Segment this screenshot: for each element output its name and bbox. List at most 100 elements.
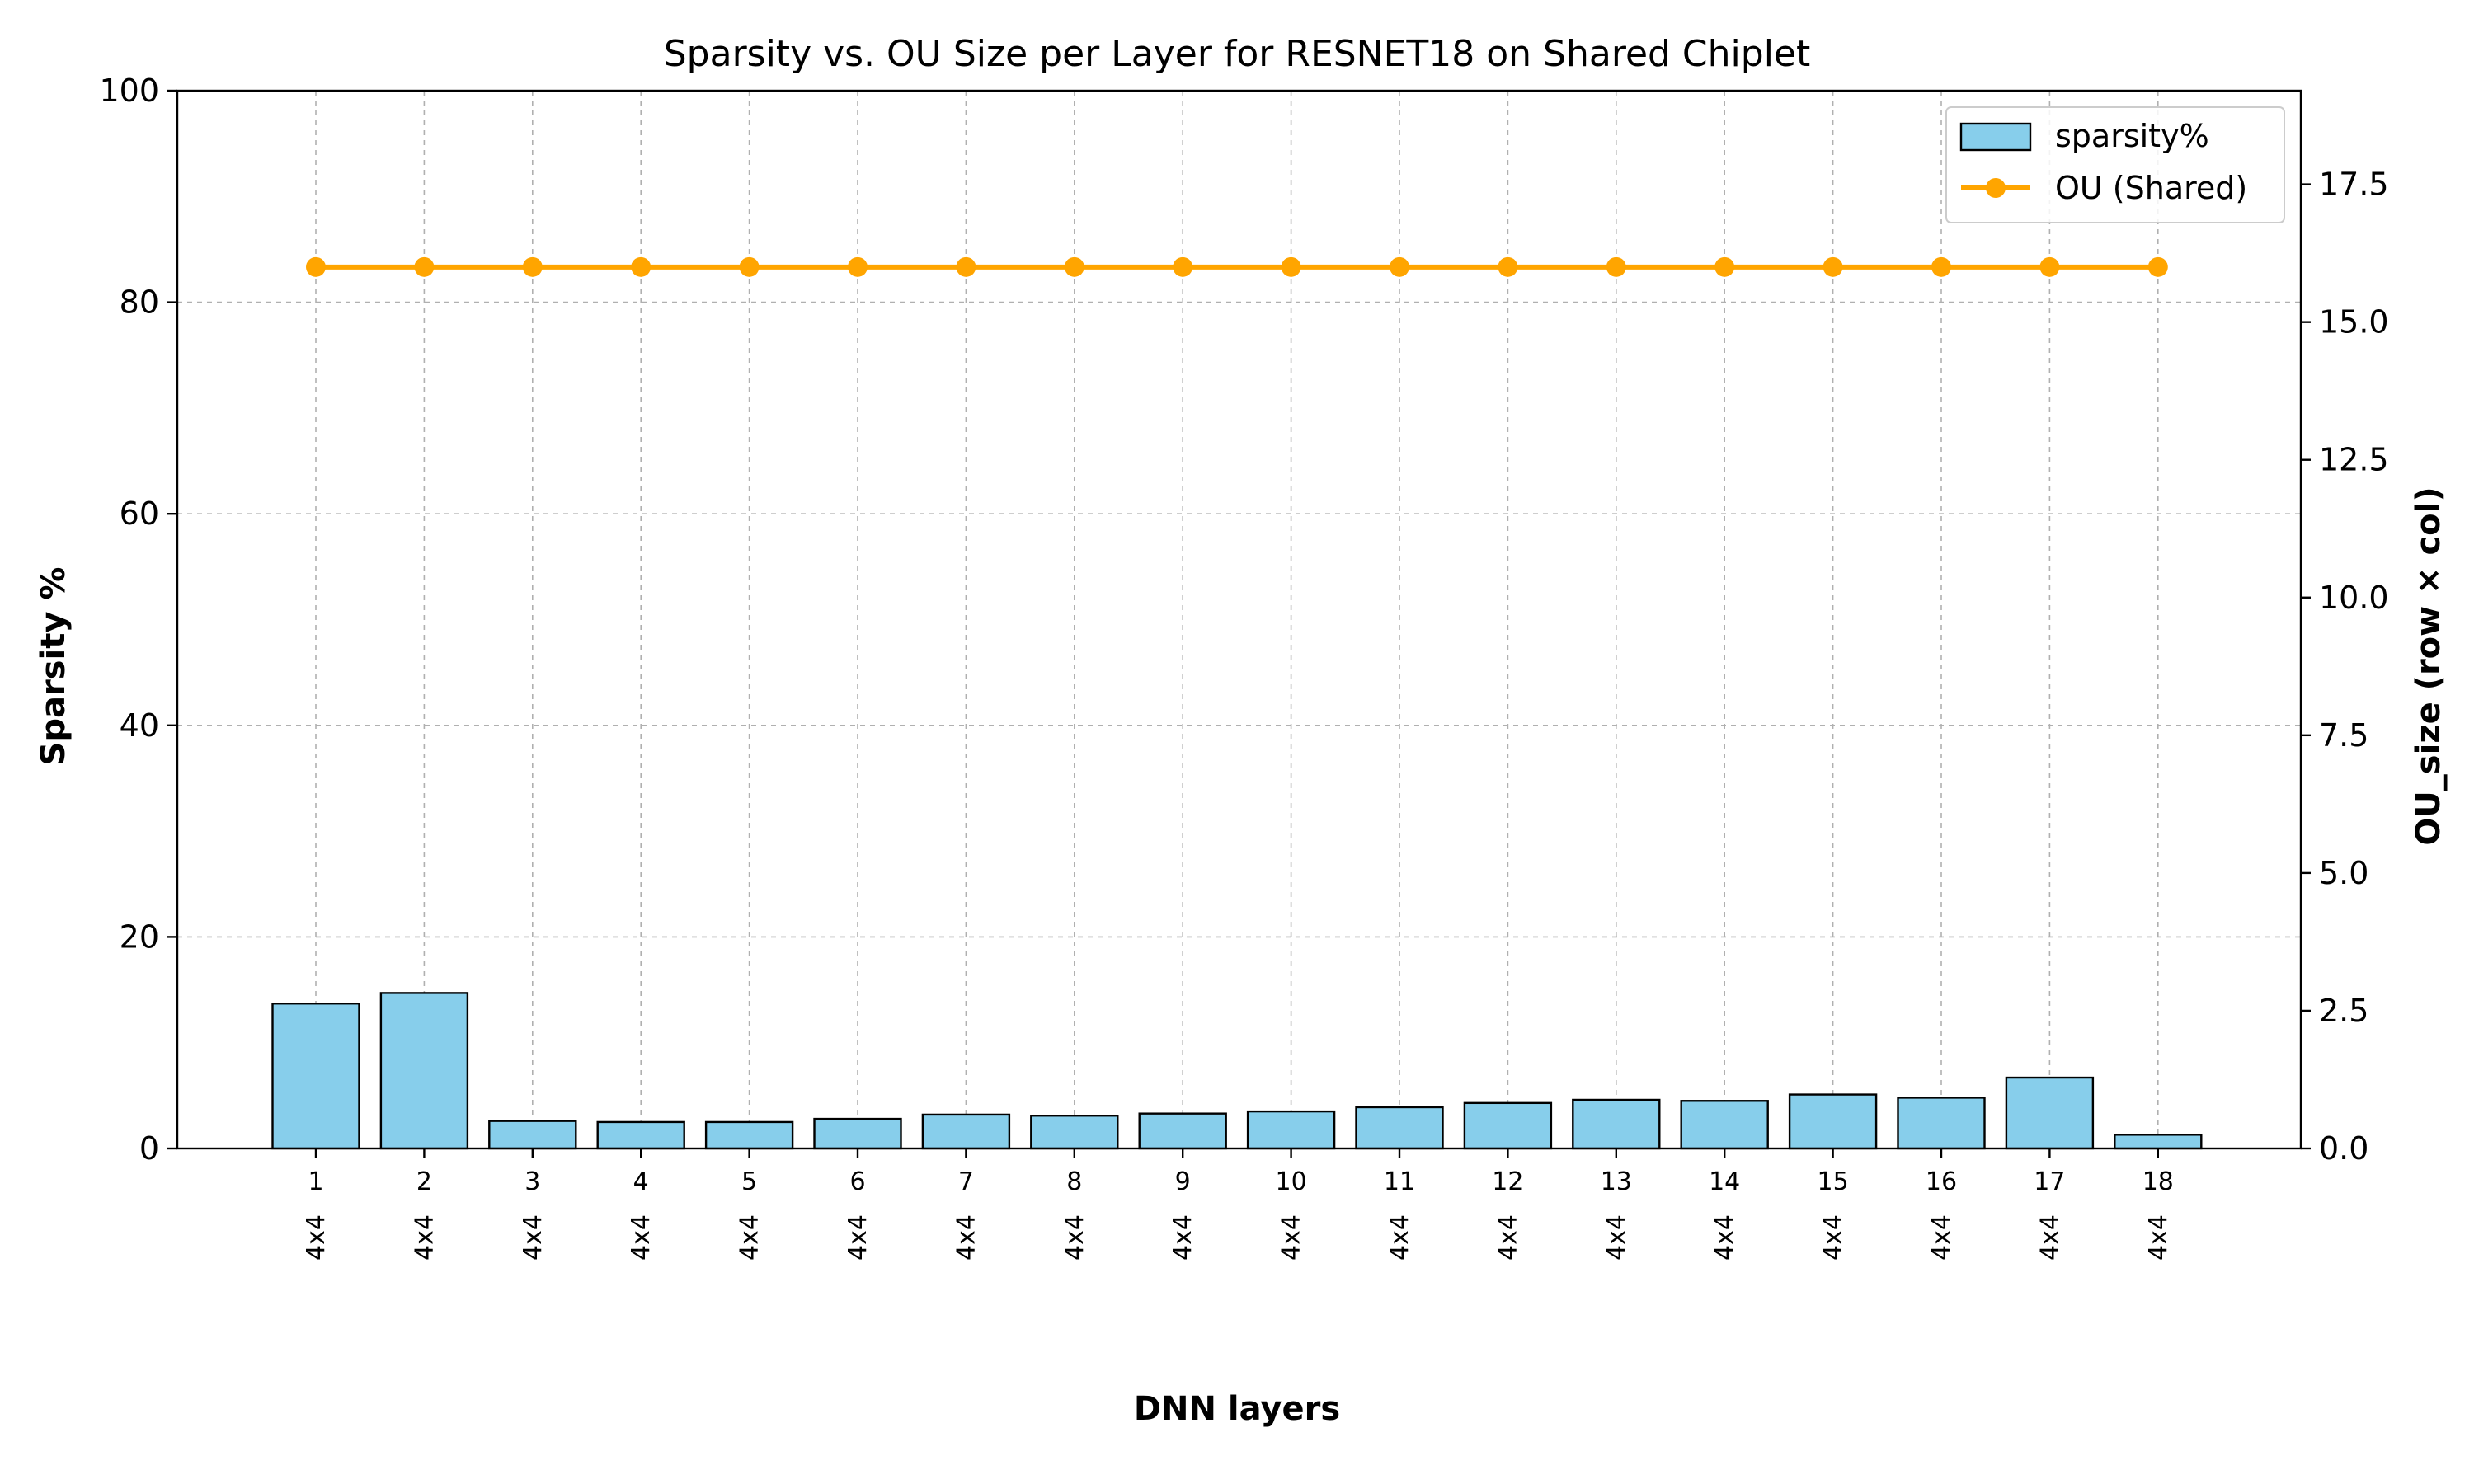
ou-size-label: 4x4 (1602, 1214, 1631, 1261)
x-tick-label: 4 (633, 1167, 649, 1196)
ou-size-label: 4x4 (302, 1214, 331, 1261)
y-tick-label-right: 7.5 (2319, 717, 2368, 754)
ou-size-label: 4x4 (1819, 1214, 1848, 1261)
y-tick-label-left: 0 (139, 1130, 159, 1167)
grid-layer (177, 91, 2301, 1148)
line-point (1390, 256, 1409, 277)
bar (2005, 1076, 2095, 1150)
ou-size-label: 4x4 (2035, 1214, 2064, 1261)
line-point (1173, 256, 1193, 277)
ou-size-label: 4x4 (410, 1214, 439, 1261)
bar (1897, 1097, 1986, 1150)
x-tick-label: 2 (416, 1167, 432, 1196)
legend: sparsity% OU (Shared) (1945, 106, 2285, 223)
y-tick-label-right: 2.5 (2319, 993, 2368, 1029)
ou-size-label: 4x4 (1710, 1214, 1739, 1261)
bar (1355, 1106, 1444, 1150)
y-tick-label-left: 40 (120, 707, 159, 744)
line-point (1064, 256, 1084, 277)
line-point (739, 256, 760, 277)
bar (596, 1120, 685, 1150)
y-tick-label-left: 20 (120, 918, 159, 955)
ou-size-label: 4x4 (952, 1214, 981, 1261)
x-tick-label: 12 (1492, 1167, 1523, 1196)
line-point (2039, 256, 2060, 277)
plot-frame (176, 89, 2302, 1150)
axes-layer (167, 89, 2311, 1158)
ou-size-label: 4x4 (1169, 1214, 1197, 1261)
bar (379, 992, 469, 1150)
y-axis-label-left: Sparsity % (35, 567, 73, 766)
bar (1788, 1093, 1878, 1150)
legend-label-sparsity: sparsity% (2055, 118, 2209, 154)
x-tick-label: 1 (308, 1167, 323, 1196)
line-point (1281, 256, 1301, 277)
x-tick-label: 14 (1709, 1167, 1740, 1196)
line-point (522, 256, 543, 277)
line-point (1823, 256, 1843, 277)
legend-label-ou: OU (Shared) (2055, 170, 2247, 206)
bar (271, 1003, 360, 1150)
bar (1463, 1101, 1553, 1150)
y-tick-label-right: 12.5 (2319, 442, 2389, 478)
legend-swatch-sparsity (1959, 122, 2032, 152)
y-tick-label-right: 0.0 (2319, 1130, 2368, 1167)
y-tick-label-right: 17.5 (2319, 167, 2389, 203)
ou-size-label: 4x4 (1385, 1214, 1414, 1261)
x-tick-label: 8 (1066, 1167, 1082, 1196)
y-tick-label-left: 60 (120, 495, 159, 532)
ou-size-label: 4x4 (1927, 1214, 1956, 1261)
x-tick-label: 6 (849, 1167, 865, 1196)
y-tick-label-left: 100 (99, 73, 159, 109)
x-tick-label: 17 (2034, 1167, 2065, 1196)
y-tick-label-right: 5.0 (2319, 855, 2368, 891)
y-axis-label-right: OU_size (row × col) (2410, 486, 2448, 845)
line-point (848, 256, 868, 277)
line-point (631, 256, 651, 277)
ou-size-label: 4x4 (1277, 1214, 1306, 1261)
line-point (2147, 256, 2168, 277)
bar (1680, 1100, 1769, 1150)
x-tick-label: 15 (1818, 1167, 1849, 1196)
x-tick-label: 13 (1601, 1167, 1632, 1196)
bar (704, 1120, 794, 1150)
ou-size-label: 4x4 (736, 1214, 764, 1261)
x-tick-label: 7 (958, 1167, 974, 1196)
bar (813, 1117, 902, 1150)
y-tick-label-right: 10.0 (2319, 580, 2389, 616)
line-point (306, 256, 326, 277)
x-tick-label: 11 (1384, 1167, 1415, 1196)
line-point (1931, 256, 1951, 277)
y-tick-label-right: 15.0 (2319, 304, 2389, 340)
bar (1030, 1115, 1119, 1150)
bar (1572, 1098, 1661, 1150)
bar (1138, 1112, 1227, 1150)
line-point (1498, 256, 1518, 277)
ou-size-label: 4x4 (627, 1214, 656, 1261)
x-tick-label: 16 (1926, 1167, 1957, 1196)
bar (1246, 1110, 1336, 1150)
bar (488, 1120, 577, 1150)
bar (921, 1113, 1011, 1150)
legend-swatch-ou-marker (1986, 178, 2006, 198)
x-tick-label: 9 (1175, 1167, 1191, 1196)
x-axis-label: DNN layers (1134, 1390, 1340, 1428)
ou-size-label: 4x4 (519, 1214, 548, 1261)
label-layer: 0 20 40 60 80 100 0.0 2.5 5.0 7.5 10.0 12.5 15.0 17.5… (99, 73, 2388, 1261)
ou-size-label: 4x4 (844, 1214, 872, 1261)
bar (2114, 1134, 2203, 1150)
x-tick-label: 10 (1276, 1167, 1307, 1196)
ou-size-label: 4x4 (2144, 1214, 2173, 1261)
line-point (1714, 256, 1735, 277)
bar-layer (271, 992, 2203, 1150)
x-tick-label: 3 (524, 1167, 540, 1196)
line-point (1606, 256, 1626, 277)
ou-size-label: 4x4 (1061, 1214, 1089, 1261)
x-tick-label: 5 (741, 1167, 757, 1196)
ou-size-label: 4x4 (1493, 1214, 1522, 1261)
chart-title: Sparsity vs. OU Size per Layer for RESNE… (664, 33, 1811, 75)
line-point (414, 256, 435, 277)
x-tick-label: 18 (2142, 1167, 2174, 1196)
